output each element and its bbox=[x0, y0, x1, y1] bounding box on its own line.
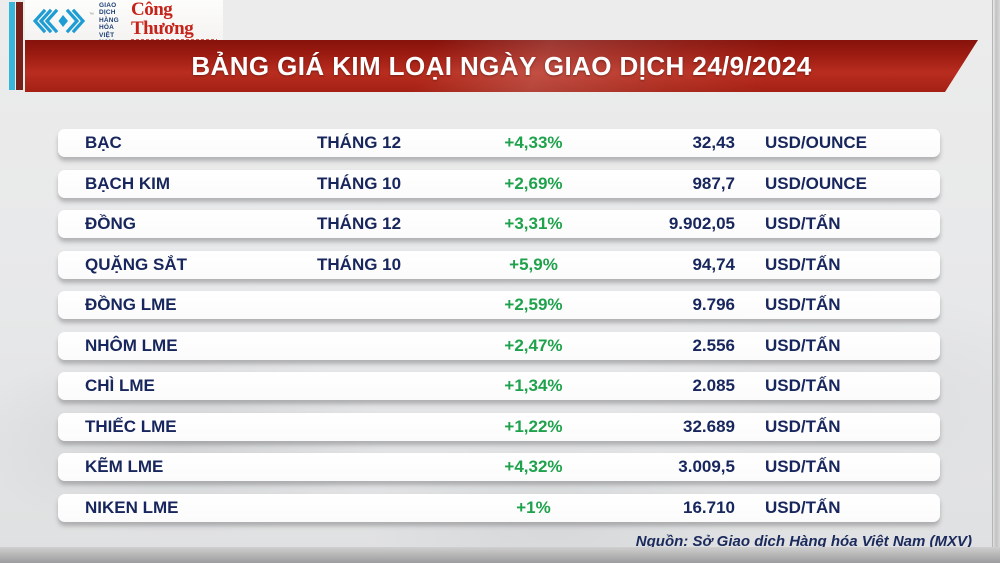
commodity-name-cell: NHÔM LME bbox=[85, 335, 178, 355]
contract-month-cell: THÁNG 12 bbox=[317, 214, 402, 233]
change-percent-cell: +1,34% bbox=[504, 376, 563, 395]
unit-cell: USD/TẤN bbox=[765, 457, 841, 476]
contract-month-cell: THÁNG 10 bbox=[317, 254, 402, 274]
congthuong-logo: Công Thương bbox=[131, 0, 217, 42]
unit-cell: USD/TẤN bbox=[765, 416, 841, 436]
unit-cell: USD/TẤN bbox=[765, 497, 841, 517]
table-row: BẠC THÁNG 12 +4,33% 32,43 USD/OUNCE bbox=[58, 129, 940, 157]
congthuong-wordmark: Công Thương bbox=[131, 0, 194, 39]
contract-month-cell: THÁNG 12 bbox=[317, 133, 402, 152]
table-row: THIẾC LME +1,22% 32.689 USD/TẤN bbox=[58, 412, 940, 441]
change-percent-cell: +5,9% bbox=[509, 254, 558, 274]
page-bottom-edge bbox=[0, 547, 1000, 563]
unit-cell: USD/TẤN bbox=[765, 254, 841, 274]
contract-month-cell: THÁNG 10 bbox=[317, 173, 402, 193]
change-percent-cell: +2,59% bbox=[504, 295, 563, 314]
page-title: BẢNG GIÁ KIM LOẠI NGÀY GIAO DỊCH 24/9/20… bbox=[191, 50, 812, 81]
price-cell: 32.689 bbox=[683, 416, 735, 436]
table-row: ĐỒNG THÁNG 12 +3,31% 9.902,05 USD/TẤN bbox=[58, 210, 940, 238]
unit-cell: USD/OUNCE bbox=[765, 173, 868, 193]
change-percent-cell: +1,22% bbox=[504, 416, 563, 436]
price-cell: 2.556 bbox=[692, 335, 735, 355]
page-right-edge bbox=[992, 0, 1000, 549]
unit-cell: USD/TẤN bbox=[765, 295, 841, 314]
change-percent-cell: +2,47% bbox=[504, 335, 563, 355]
table-row: NIKEN LME +1% 16.710 USD/TẤN bbox=[58, 493, 940, 522]
mxv-wordmark: SỞ GIAO DỊCH HÀNG HÓA VIỆT NAM bbox=[99, 0, 122, 47]
price-table: BẠC THÁNG 12 +4,33% 32,43 USD/OUNCE BẠCH… bbox=[58, 129, 940, 534]
change-percent-cell: +4,33% bbox=[504, 133, 563, 152]
unit-cell: USD/TẤN bbox=[765, 335, 841, 355]
commodity-name-cell: KẼM LME bbox=[85, 457, 164, 476]
mxv-wordmark-line1: SỞ GIAO DỊCH bbox=[99, 0, 117, 17]
trademark-symbol: ™ bbox=[89, 11, 94, 18]
mxv-logo: ™ bbox=[33, 8, 94, 34]
table-row: ĐỒNG LME +2,59% 9.796 USD/TẤN bbox=[58, 291, 940, 319]
commodity-name-cell: ĐỒNG bbox=[85, 214, 136, 233]
price-cell: 2.085 bbox=[692, 376, 735, 395]
left-accent-bar-cyan bbox=[9, 2, 15, 90]
unit-cell: USD/TẤN bbox=[765, 376, 841, 395]
price-cell: 94,74 bbox=[692, 254, 735, 274]
unit-cell: USD/TẤN bbox=[765, 214, 841, 233]
title-banner: BẢNG GIÁ KIM LOẠI NGÀY GIAO DỊCH 24/9/20… bbox=[25, 40, 978, 92]
table-row: BẠCH KIM THÁNG 10 +2,69% 987,7 USD/OUNCE bbox=[58, 169, 940, 198]
table-row: CHÌ LME +1,34% 2.085 USD/TẤN bbox=[58, 372, 940, 400]
price-cell: 32,43 bbox=[692, 133, 735, 152]
commodity-name-cell: ĐỒNG LME bbox=[85, 295, 177, 314]
table-row: KẼM LME +4,32% 3.009,5 USD/TẤN bbox=[58, 453, 940, 481]
logo-plate: ™ SỞ GIAO DỊCH HÀNG HÓA VIỆT NAM Công Th… bbox=[25, 0, 223, 46]
price-cell: 987,7 bbox=[692, 173, 735, 193]
change-percent-cell: +1% bbox=[516, 497, 551, 517]
change-percent-cell: +4,32% bbox=[504, 457, 563, 476]
commodity-name-cell: BẠCH KIM bbox=[85, 173, 170, 193]
commodity-name-cell: CHÌ LME bbox=[85, 376, 155, 395]
table-row: NHÔM LME +2,47% 2.556 USD/TẤN bbox=[58, 331, 940, 360]
mxv-chevron-diamond-icon bbox=[33, 8, 85, 33]
change-percent-cell: +2,69% bbox=[504, 173, 563, 193]
price-cell: 3.009,5 bbox=[678, 457, 735, 476]
commodity-name-cell: NIKEN LME bbox=[85, 497, 179, 517]
source-note: Nguồn: Sở Giao dịch Hàng hóa Việt Nam (M… bbox=[635, 533, 972, 550]
commodity-name-cell: THIẾC LME bbox=[85, 416, 177, 436]
price-cell: 9.796 bbox=[692, 295, 735, 314]
table-row: QUẶNG SẮT THÁNG 10 +5,9% 94,74 USD/TẤN bbox=[58, 250, 940, 279]
change-percent-cell: +3,31% bbox=[504, 214, 563, 233]
unit-cell: USD/OUNCE bbox=[765, 133, 868, 152]
commodity-name-cell: BẠC bbox=[85, 133, 122, 152]
mxv-wordmark-line2: HÀNG HÓA bbox=[99, 16, 119, 32]
price-cell: 9.902,05 bbox=[668, 214, 735, 233]
commodity-name-cell: QUẶNG SẮT bbox=[85, 254, 187, 274]
price-cell: 16.710 bbox=[683, 497, 735, 517]
left-accent-bar-maroon bbox=[16, 2, 23, 90]
